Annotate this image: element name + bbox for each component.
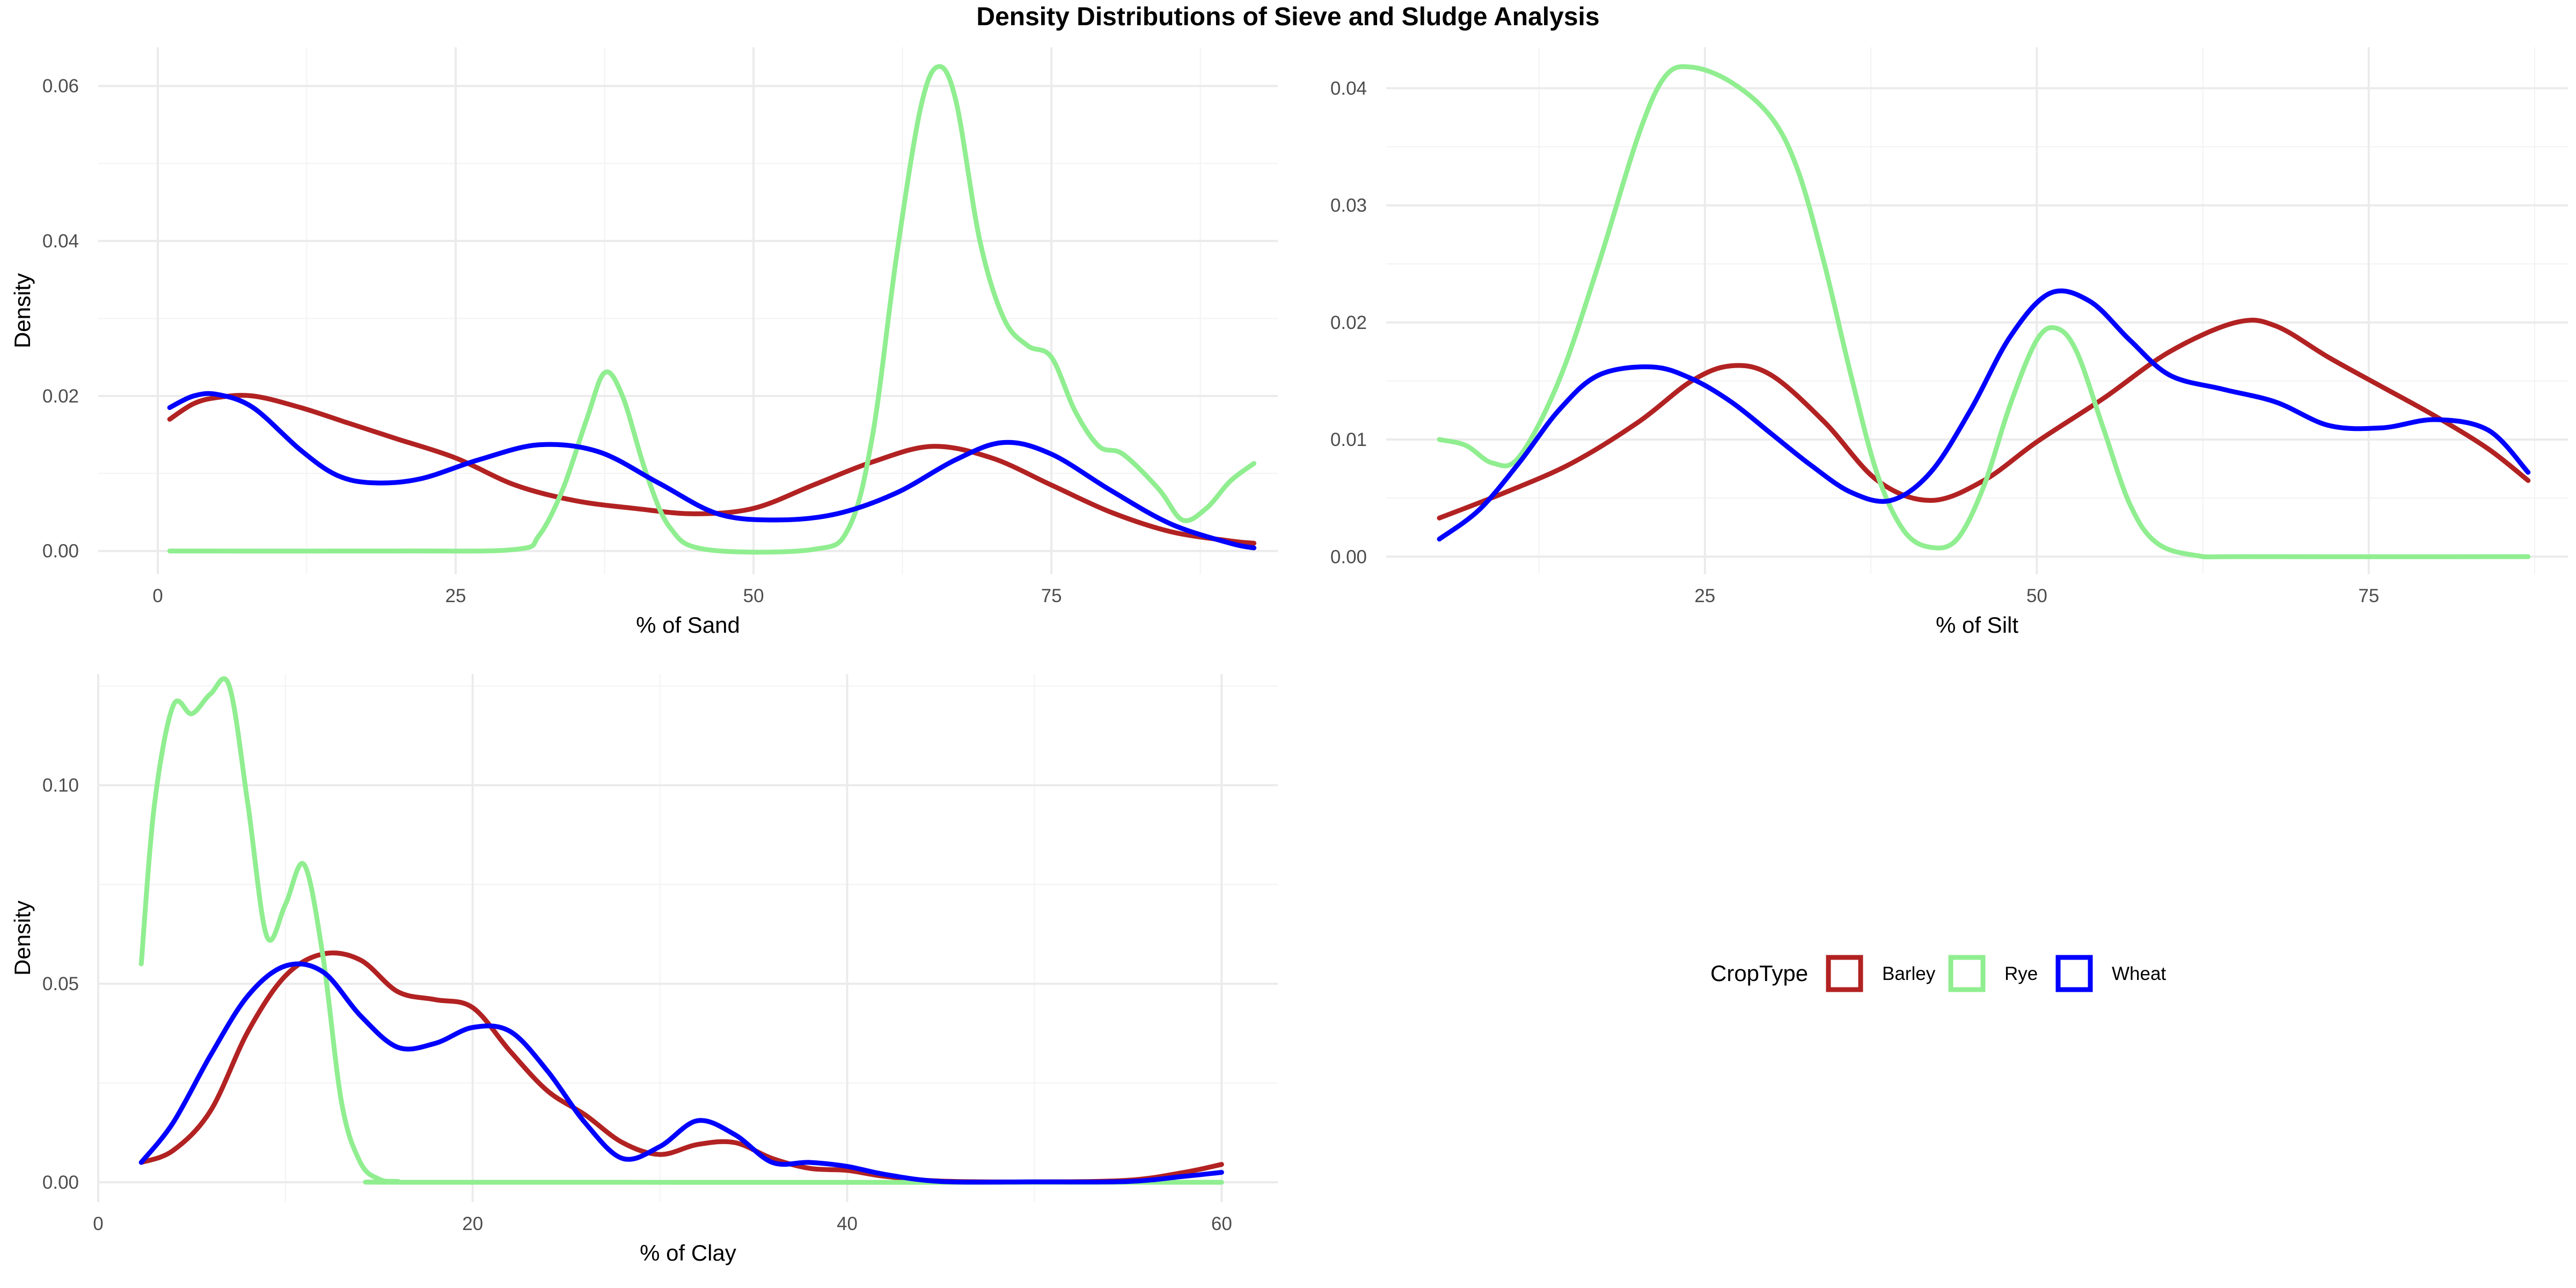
y-axis-label: Density xyxy=(10,273,35,348)
legend-label: Barley xyxy=(1882,963,1936,984)
chart-title: Density Distributions of Sieve and Sludg… xyxy=(976,3,1599,31)
x-axis-label: % of Clay xyxy=(640,1240,736,1265)
legend-item-barley: Barley xyxy=(1826,955,1936,992)
panels-container: 0 25 50 750.000.020.040.06% of SandDensity2… xyxy=(10,47,2568,1265)
x-axis-label: % of Silt xyxy=(1936,612,2018,638)
y-axis-label: Density xyxy=(10,273,35,348)
legend-key xyxy=(1826,955,1863,992)
y-tick-label: 0.04 xyxy=(1330,78,1367,99)
y-tick-label: 0.02 xyxy=(1330,312,1367,333)
density-line-wheat xyxy=(138,961,1224,1185)
x-tick-label: 60 xyxy=(1211,1213,1232,1234)
x-tick-label: 50 xyxy=(2026,586,2047,606)
density-line-rye xyxy=(1437,64,2531,560)
x-tick-label: 20 xyxy=(462,1213,483,1234)
density-line-rye xyxy=(167,64,1257,555)
x-tick-label: 75 xyxy=(2358,586,2379,606)
panel-2: 25 50 75 0.00 0.01 0.02 0.03 0.04 % of Silt Densi… xyxy=(10,47,2568,638)
y-axis-label: Density xyxy=(10,901,35,976)
legend-entries: Barley Rye Wheat xyxy=(1826,955,2166,992)
x-tick-label: 0 xyxy=(152,586,163,606)
panel-1: 0 25 50 75 0.00 0.02 0.04 0.06 % of Sand Density xyxy=(10,47,1278,638)
legend-item-wheat: Wheat xyxy=(2055,955,2166,992)
y-tick-label: 0.01 xyxy=(1330,429,1367,450)
panel-3: 0 20 40 60 0.00 0.05 0.10 % of Clay Density xyxy=(10,674,1278,1265)
legend-item-rye: Rye xyxy=(1948,955,2038,992)
x-tick-label: 0 xyxy=(93,1213,103,1234)
legend-label: Wheat xyxy=(2112,963,2166,984)
density-line-barley xyxy=(167,393,1257,546)
density-line-rye xyxy=(138,676,1224,1185)
legend-label: Rye xyxy=(2004,963,2038,984)
y-tick-label: 0.05 xyxy=(42,974,79,994)
density-line-wheat xyxy=(1437,288,2531,541)
x-tick-label: 50 xyxy=(743,586,764,606)
x-tick-label: 40 xyxy=(837,1213,858,1234)
legend-title: CropType xyxy=(1710,961,1808,986)
y-tick-label: 0.00 xyxy=(42,1172,79,1193)
y-tick-label: 0.06 xyxy=(42,76,79,97)
y-tick-label: 0.04 xyxy=(42,231,79,252)
x-axis-label: % of Sand xyxy=(636,612,740,638)
x-tick-label: 75 xyxy=(1041,586,1062,606)
legend-key xyxy=(2055,955,2093,992)
y-tick-label: 0.10 xyxy=(42,775,79,796)
x-tick-label: 25 xyxy=(445,586,466,606)
legend-key xyxy=(1948,955,1986,992)
legend: CropType Barley Rye Wheat xyxy=(1710,955,2166,992)
y-tick-label: 0.00 xyxy=(42,541,79,562)
density-line-barley xyxy=(138,950,1224,1184)
density-line-wheat xyxy=(167,391,1257,551)
y-tick-label: 0.02 xyxy=(42,386,79,407)
y-tick-label: 0.03 xyxy=(1330,195,1367,216)
x-tick-label: 25 xyxy=(1694,586,1715,606)
y-tick-label: 0.00 xyxy=(1330,546,1367,567)
